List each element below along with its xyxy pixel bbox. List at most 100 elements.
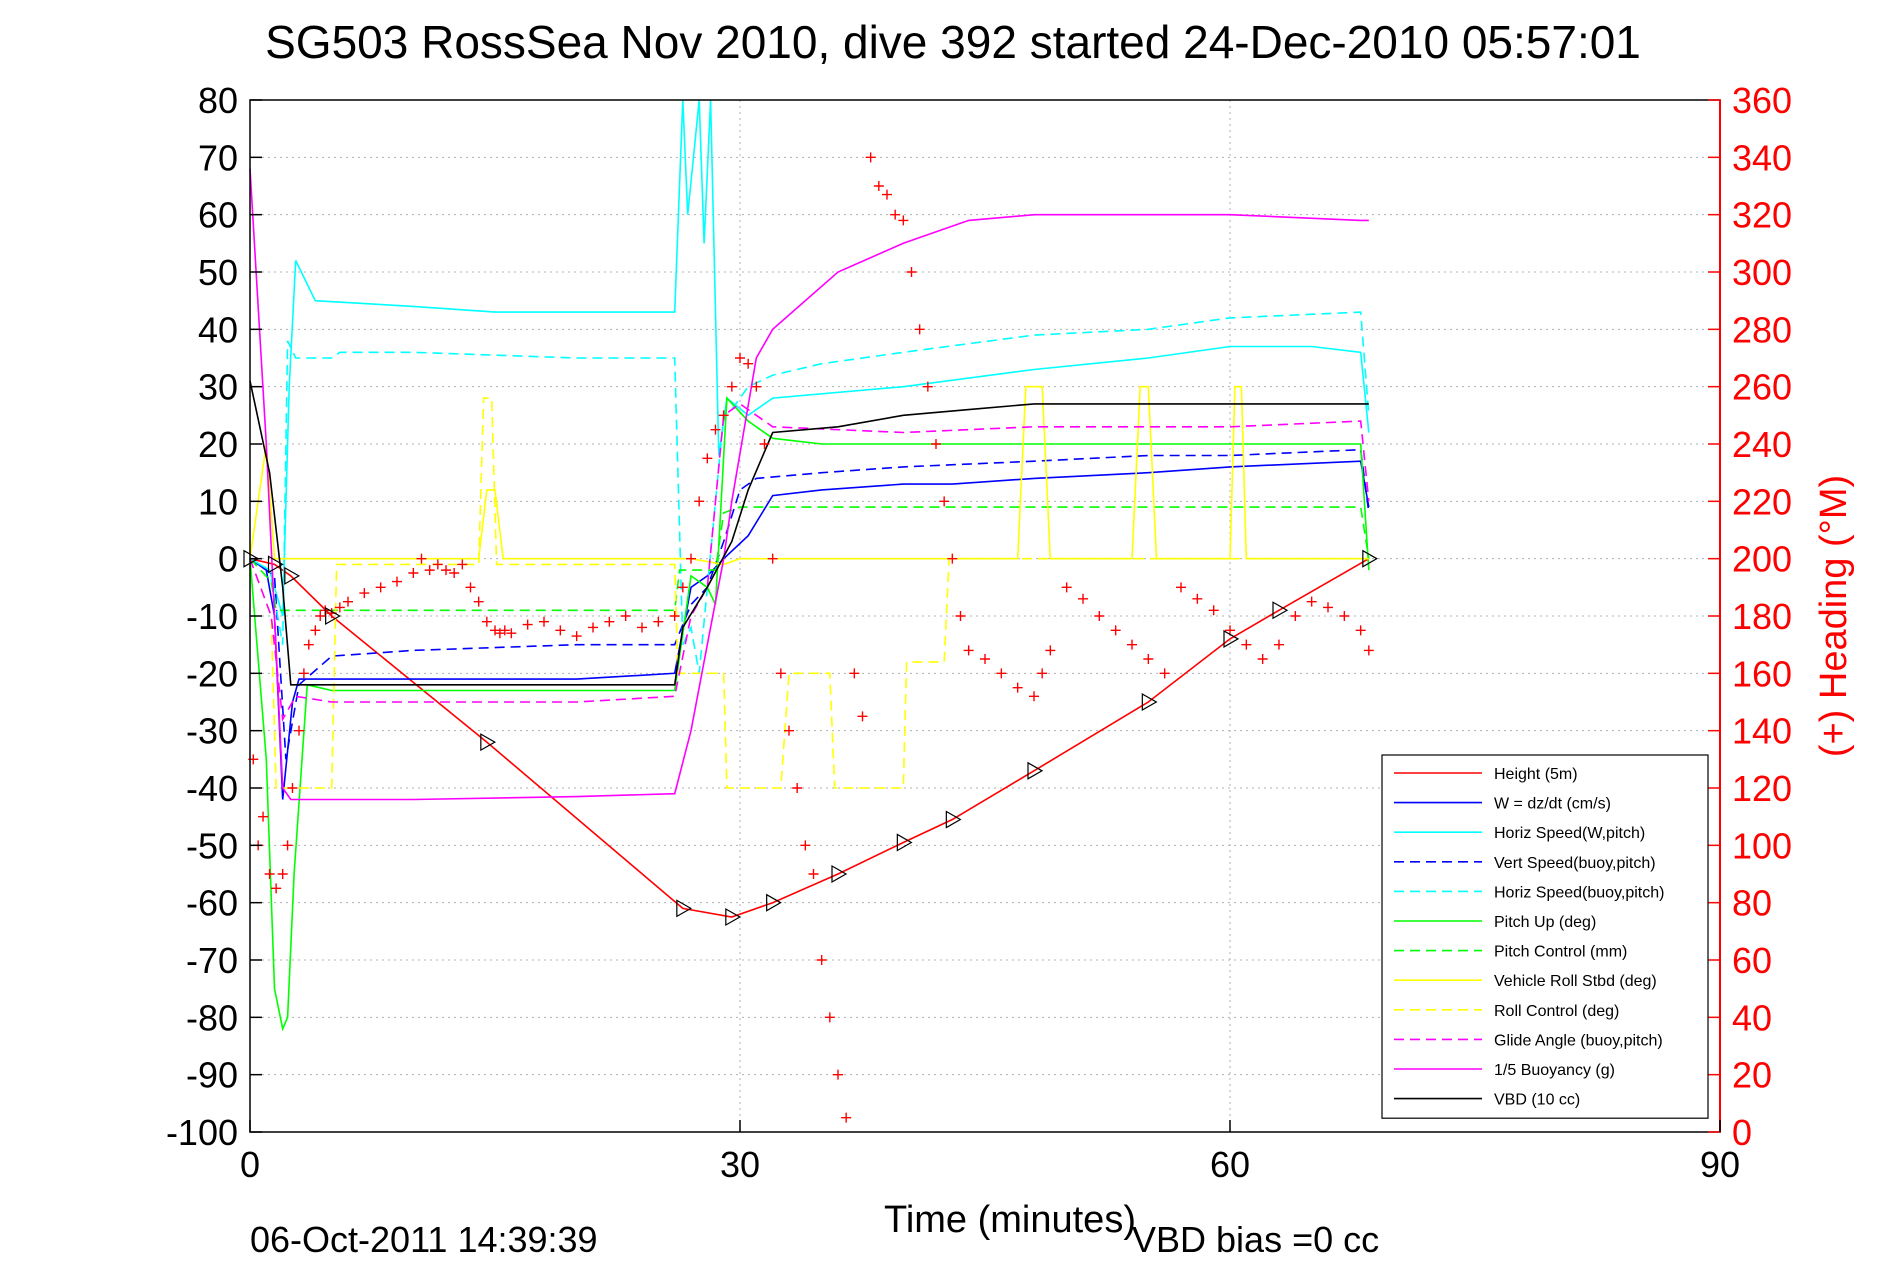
heading-marker (343, 596, 353, 607)
heading-marker (1094, 611, 1105, 621)
heading-marker (1012, 682, 1023, 693)
x-tick-label: 30 (720, 1144, 760, 1185)
heading-marker (555, 625, 566, 636)
y2-tick-label: 360 (1732, 80, 1792, 121)
heading-marker (726, 381, 737, 392)
y-tick-label: -90 (186, 1055, 238, 1096)
y-tick-label: -30 (186, 711, 238, 752)
y-tick-label: 30 (198, 367, 238, 408)
y2-tick-label: 200 (1732, 539, 1792, 580)
legend: Height (5m) W = dz/dt (cm/s) Horiz Speed(W… (1381, 754, 1709, 1119)
heading-marker (890, 209, 901, 220)
heading-marker (264, 869, 275, 879)
heading-marker (931, 439, 941, 449)
heading-marker (1143, 654, 1154, 664)
heading-marker (694, 496, 705, 507)
heading-marker (571, 631, 582, 642)
heading-marker (849, 668, 860, 679)
height-marker (284, 566, 301, 585)
heading-marker (432, 559, 443, 570)
heading-marker (963, 645, 974, 656)
y2-tick-label: 80 (1732, 883, 1772, 924)
heading-marker (416, 553, 427, 564)
heading-marker (499, 625, 510, 636)
y-tick-label: -80 (186, 997, 238, 1038)
x-tick-label: 0 (240, 1144, 260, 1185)
heading-marker (702, 453, 713, 464)
heading-marker (1029, 691, 1039, 702)
x-axis-label: Time (minutes) (884, 1199, 1136, 1241)
heading-marker (947, 553, 958, 564)
heading-marker (718, 410, 729, 421)
heading-marker (686, 553, 696, 564)
height-marker (831, 864, 848, 884)
heading-marker (506, 628, 517, 639)
y-tick-label: 70 (198, 137, 238, 178)
heading-marker (303, 639, 314, 650)
legend-label: Pitch Up (deg) (1494, 914, 1596, 931)
height-marker (1272, 601, 1289, 620)
legend-label: Horiz Speed(W,pitch) (1494, 825, 1645, 842)
legend-label: Glide Angle (buoy,pitch) (1494, 1032, 1663, 1049)
heading-marker (898, 215, 909, 226)
heading-marker (735, 353, 745, 363)
heading-marker (465, 582, 476, 593)
y2-tick-label: 260 (1732, 367, 1792, 408)
heading-marker (620, 611, 631, 621)
heading-marker (792, 783, 803, 793)
chart-title: SG503 RossSea Nov 2010, dive 392 started… (265, 16, 1641, 68)
legend-label: VBD (10 cc) (1494, 1092, 1580, 1109)
y-tick-label: 80 (198, 80, 238, 121)
y2-tick-label: 240 (1732, 424, 1792, 465)
heading-marker (677, 582, 688, 593)
y-tick-label: 40 (198, 309, 238, 350)
heading-marker (939, 496, 950, 507)
y2-tick-label: 60 (1732, 940, 1772, 981)
heading-marker (1274, 639, 1284, 650)
heading-marker (1363, 645, 1374, 656)
heading-marker (392, 576, 402, 587)
legend-label: Height (5m) (1494, 766, 1578, 783)
heading-marker (473, 596, 484, 607)
heading-marker (1241, 639, 1252, 650)
footer-vbd-bias: VBD bias =0 cc (1132, 1219, 1379, 1260)
height-marker (676, 899, 693, 918)
y2-tick-label: 140 (1732, 711, 1792, 752)
heading-marker (539, 616, 549, 627)
heading-marker (865, 152, 876, 163)
y-tick-label: -10 (186, 596, 238, 637)
y-tick-label: 10 (198, 481, 238, 522)
heading-marker (784, 725, 794, 736)
heading-marker (882, 189, 892, 200)
height-marker (945, 810, 962, 829)
y2-tick-label: 20 (1732, 1055, 1772, 1096)
height-marker (1027, 761, 1044, 780)
height-markers (243, 549, 1379, 927)
series-line-10 (249, 168, 1369, 801)
heading-marker (1225, 625, 1235, 636)
heading-marker (424, 565, 435, 576)
x-tick-label: 90 (1700, 1144, 1740, 1185)
y2-tick-label: 160 (1732, 653, 1792, 694)
series-line-8 (249, 397, 1369, 789)
heading-marker (1290, 611, 1301, 621)
legend-label: 1/5 Buoyancy (g) (1494, 1062, 1615, 1079)
heading-marker (1037, 668, 1048, 679)
footer-timestamp: 06-Oct-2011 14:39:39 (250, 1219, 598, 1260)
heading-marker (710, 424, 721, 435)
heading-marker (287, 783, 298, 793)
heading-marker (298, 668, 309, 679)
heading-marker (359, 588, 370, 599)
heading-marker (334, 602, 345, 613)
heading-marker (816, 955, 827, 965)
legend-label: W = dz/dt (cm/s) (1494, 796, 1611, 813)
heading-marker (808, 869, 819, 879)
height-marker (896, 833, 913, 852)
legend-label: Roll Control (deg) (1494, 1003, 1619, 1020)
y2-tick-label: 120 (1732, 768, 1792, 809)
heading-marker (922, 381, 933, 392)
y-tick-label: 0 (218, 539, 238, 580)
heading-marker (481, 616, 492, 627)
heading-marker (522, 619, 533, 630)
y-tick-label: 60 (198, 195, 238, 236)
